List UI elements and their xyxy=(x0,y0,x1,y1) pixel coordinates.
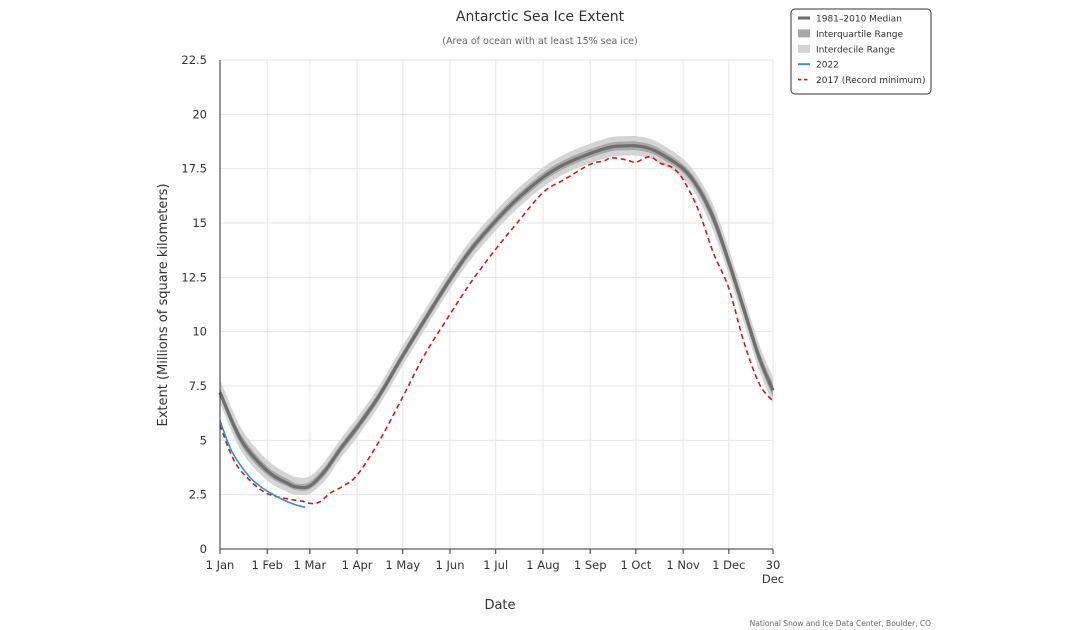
legend-item: Interdecile Range xyxy=(798,44,896,55)
legend-swatch xyxy=(798,29,810,38)
series-lines xyxy=(218,144,775,509)
legend-label: 2022 xyxy=(816,61,839,71)
x-tick-label: 1 Sep xyxy=(574,558,607,572)
axes: 0 2.5 5 7.5 10 12.5 15 17.5 20 22.5 1 Jan 1 Feb 1 Ma… xyxy=(181,53,784,586)
legend-swatch xyxy=(798,44,810,53)
x-tick-label: 1 Aug xyxy=(526,558,559,572)
x-tick-label: 1 Jun xyxy=(436,558,465,572)
legend-item: Interquartile Range xyxy=(798,29,904,40)
range-bands xyxy=(220,135,773,496)
y-tick-label: 7.5 xyxy=(189,379,207,393)
x-tick-label: 30 Dec xyxy=(762,558,784,586)
x-axis-title: Date xyxy=(484,598,515,613)
y-tick-label: 20 xyxy=(192,107,207,121)
x-tick-label: 1 Mar xyxy=(294,558,327,572)
legend-label: 1981–2010 Median xyxy=(816,15,902,25)
legend: 1981–2010 Median Interquartile Range Inter… xyxy=(790,8,932,95)
series-2022-line xyxy=(219,420,306,509)
chart-title: Antarctic Sea Ice Extent xyxy=(456,9,625,25)
x-tick-label: 1 Feb xyxy=(252,558,283,572)
legend-label: Interquartile Range xyxy=(816,30,904,40)
legend-box xyxy=(790,8,932,95)
legend-item: 1981–2010 Median xyxy=(798,15,902,25)
credit-text: National Snow and Ice Data Center, Bould… xyxy=(750,619,931,628)
series-2017-line xyxy=(219,155,774,505)
x-tick-label: 1 Jul xyxy=(483,558,508,572)
y-axis-title: Extent (Millions of square kilometers) xyxy=(156,183,171,426)
y-tick-label: 5 xyxy=(200,433,207,447)
y-tick-label: 12.5 xyxy=(181,270,207,284)
y-tick-label: 10 xyxy=(192,325,207,339)
x-tick-label: 1 Jan xyxy=(206,558,235,572)
x-tick-label: 1 Nov xyxy=(666,558,700,572)
y-tick-label: 22.5 xyxy=(181,53,207,67)
legend-item: 2017 (Record minimum) xyxy=(798,76,925,86)
grid-layer xyxy=(220,59,774,549)
legend-label: Interdecile Range xyxy=(816,45,896,55)
x-tick-label: 1 Apr xyxy=(342,558,373,572)
y-tick-label: 17.5 xyxy=(181,162,207,176)
legend-label: 2017 (Record minimum) xyxy=(816,76,925,86)
interdecile-range-band xyxy=(220,135,773,496)
x-tick-label: 1 May xyxy=(385,558,420,572)
y-tick-label: 15 xyxy=(192,216,207,230)
x-tick-label: 1 Dec xyxy=(712,558,745,572)
chart-subtitle: (Area of ocean with at least 15% sea ice… xyxy=(442,36,637,47)
y-tick-label: 2.5 xyxy=(189,488,207,502)
legend-item: 2022 xyxy=(798,61,839,71)
legend-items: 1981–2010 Median Interquartile Range Inter… xyxy=(798,15,925,86)
median-line xyxy=(218,144,775,490)
x-tick-label: 1 Oct xyxy=(620,558,651,572)
y-tick-label: 0 xyxy=(200,542,207,556)
